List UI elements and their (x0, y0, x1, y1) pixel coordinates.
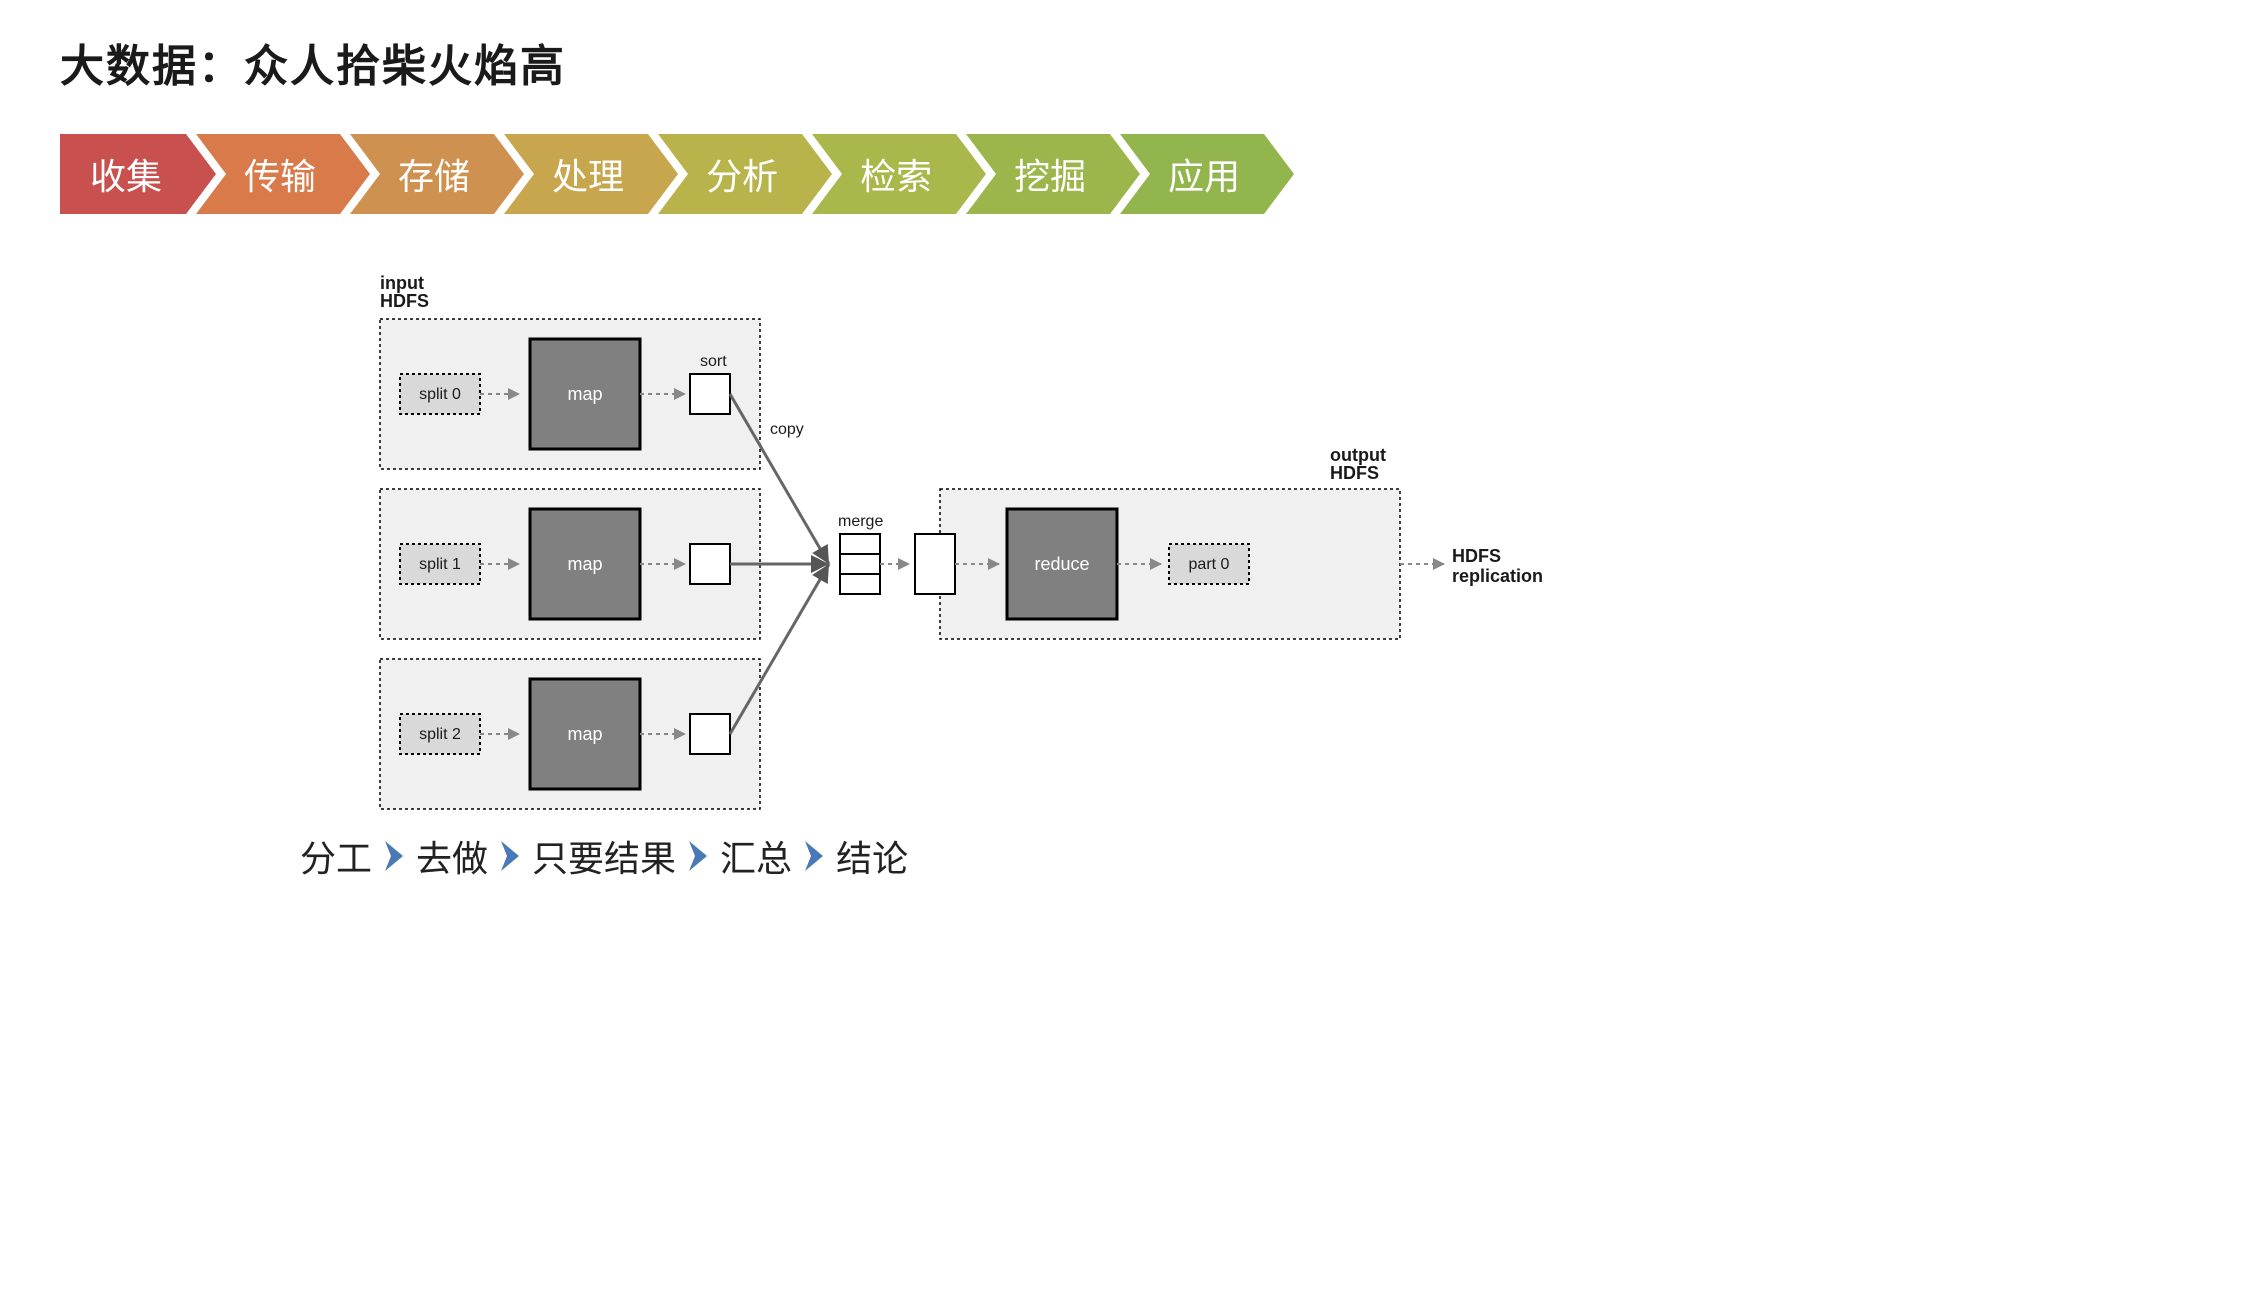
replication-label-2: replication (1452, 566, 1543, 586)
pipeline-step-label: 挖掘 (1014, 148, 1086, 200)
map-label-0: map (567, 384, 602, 404)
chevron-right-icon (492, 838, 528, 874)
mapreduce-diagram: inputHDFSsplit 0mapsortsplit 1mapsplit 2… (240, 274, 1640, 824)
copy-label: copy (770, 421, 804, 438)
pipeline-step-5: 检索 (812, 134, 956, 214)
split-label-1: split 1 (419, 556, 461, 573)
map-label-2: map (567, 724, 602, 744)
chevron-right-icon (796, 838, 832, 874)
pipeline-step-2: 存储 (350, 134, 494, 214)
pipeline-chevrons: 收集 传输 存储 处理 分析 检索 挖掘 应用 (60, 134, 2207, 214)
page-title: 大数据：众人拾柴火焰高 (60, 30, 2207, 94)
bottom-step-0: 分工 (300, 830, 372, 882)
merge-box (915, 534, 955, 594)
bottom-step-2: 只要结果 (532, 830, 676, 882)
sort-box-0 (690, 374, 730, 414)
bottom-step-4: 结论 (836, 830, 908, 882)
pipeline-step-label: 分析 (706, 148, 778, 200)
output-hdfs-label: output (1330, 445, 1386, 465)
pipeline-step-4: 分析 (658, 134, 802, 214)
input-hdfs-label2: HDFS (380, 291, 429, 311)
sort-label: sort (700, 353, 727, 370)
replication-label-1: HDFS (1452, 546, 1501, 566)
pipeline-step-label: 收集 (90, 148, 162, 200)
merge-segment-0 (840, 534, 880, 554)
pipeline-step-7: 应用 (1120, 134, 1264, 214)
reduce-label: reduce (1034, 554, 1089, 574)
bottom-process-row: 分工去做只要结果汇总结论 (300, 830, 2207, 882)
bottom-step-1: 去做 (416, 830, 488, 882)
pipeline-step-label: 存储 (398, 148, 470, 200)
pipeline-step-label: 处理 (552, 148, 624, 200)
output-hdfs-label2: HDFS (1330, 463, 1379, 483)
merge-segment-1 (840, 554, 880, 574)
chevron-right-icon (376, 838, 412, 874)
pipeline-step-label: 检索 (860, 148, 932, 200)
chevron-right-icon (680, 838, 716, 874)
split-label-0: split 0 (419, 386, 461, 403)
merge-label: merge (838, 513, 883, 530)
map-label-1: map (567, 554, 602, 574)
merge-segment-2 (840, 574, 880, 594)
sort-box-1 (690, 544, 730, 584)
sort-box-2 (690, 714, 730, 754)
split-label-2: split 2 (419, 726, 461, 743)
pipeline-step-0: 收集 (60, 134, 186, 214)
pipeline-step-6: 挖掘 (966, 134, 1110, 214)
bottom-step-3: 汇总 (720, 830, 792, 882)
pipeline-step-1: 传输 (196, 134, 340, 214)
pipeline-step-3: 处理 (504, 134, 648, 214)
part-label: part 0 (1189, 556, 1230, 573)
pipeline-step-label: 应用 (1168, 148, 1240, 200)
pipeline-step-label: 传输 (244, 148, 316, 200)
